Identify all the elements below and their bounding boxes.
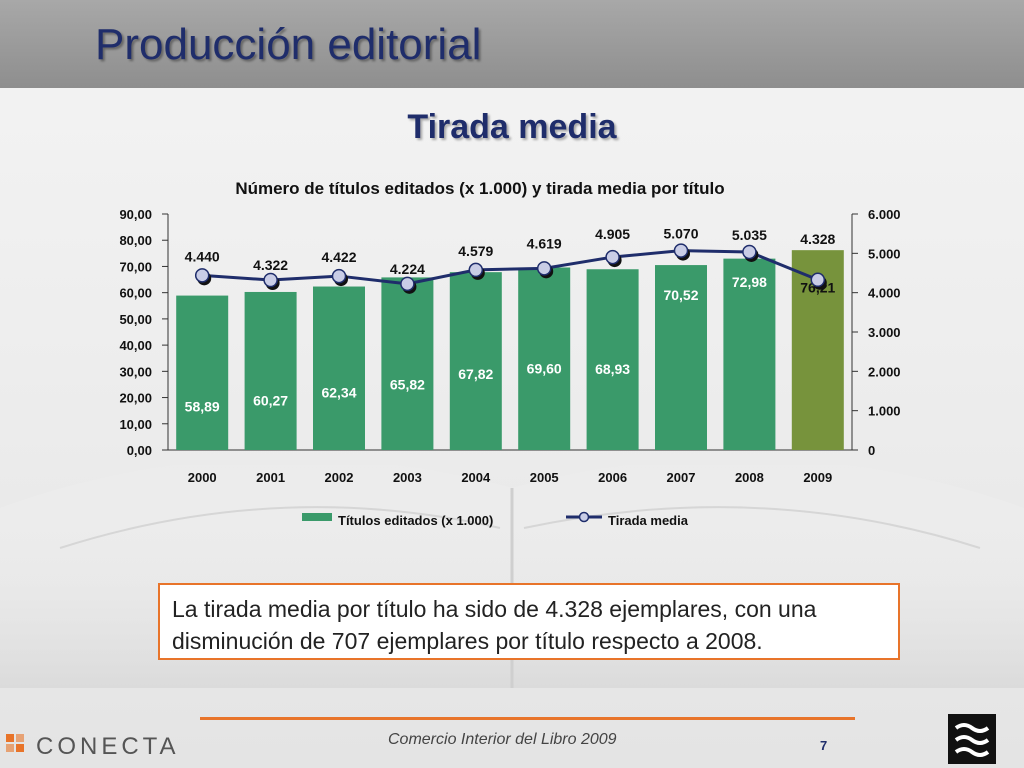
y-left-tick-label: 0,00 bbox=[127, 443, 152, 458]
y-left-tick-label: 90,00 bbox=[119, 207, 152, 222]
x-tick-label: 2009 bbox=[803, 470, 832, 485]
y-right-tick-label: 4.000 bbox=[868, 286, 901, 301]
line-value-label: 4.579 bbox=[458, 243, 493, 259]
x-tick-label: 2005 bbox=[530, 470, 559, 485]
bar-value-label: 69,60 bbox=[527, 360, 562, 376]
bar-value-label: 68,93 bbox=[595, 361, 630, 377]
x-tick-label: 2000 bbox=[188, 470, 217, 485]
line-value-label: 4.619 bbox=[527, 235, 562, 251]
y-right-tick-label: 3.000 bbox=[868, 325, 901, 340]
y-right-tick-label: 2.000 bbox=[868, 364, 901, 379]
bar-value-label: 60,27 bbox=[253, 393, 288, 409]
line-marker bbox=[468, 262, 484, 278]
line-value-label: 4.905 bbox=[595, 226, 630, 242]
line-value-label: 4.224 bbox=[390, 261, 425, 277]
bar bbox=[176, 295, 229, 450]
y-left-tick-label: 70,00 bbox=[119, 259, 152, 274]
line-marker bbox=[810, 272, 826, 288]
bar bbox=[586, 269, 639, 450]
line-marker bbox=[536, 261, 552, 276]
line-marker bbox=[400, 276, 415, 292]
y-left-tick-label: 60,00 bbox=[119, 286, 152, 301]
line-value-label: 5.035 bbox=[732, 227, 767, 243]
brand-mark-icon bbox=[948, 714, 996, 764]
x-tick-label: 2002 bbox=[325, 470, 354, 485]
footer-text: Comercio Interior del Libro 2009 bbox=[388, 731, 617, 748]
x-tick-label: 2004 bbox=[461, 470, 491, 485]
legend-bar-label: Títulos editados (x 1.000) bbox=[338, 513, 493, 528]
legend-line-label: Tirada media bbox=[608, 513, 689, 528]
bar bbox=[723, 258, 776, 450]
summary-note: La tirada media por título ha sido de 4.… bbox=[158, 583, 900, 660]
line-marker bbox=[331, 268, 347, 284]
bar-value-label: 67,82 bbox=[458, 366, 493, 382]
bar-value-label: 70,52 bbox=[663, 287, 698, 303]
bar-value-label: 58,89 bbox=[185, 398, 220, 414]
footer-divider bbox=[200, 717, 855, 720]
y-left-tick-label: 30,00 bbox=[119, 364, 152, 379]
slide-subtitle: Tirada media bbox=[407, 108, 617, 146]
header-bar: Producción editorial bbox=[0, 0, 1024, 88]
bar bbox=[449, 272, 502, 450]
line-value-label: 4.440 bbox=[185, 248, 220, 264]
legend-line-marker bbox=[578, 511, 590, 523]
bar-value-label: 62,34 bbox=[321, 385, 356, 401]
bar bbox=[518, 267, 571, 450]
bar bbox=[313, 286, 365, 450]
y-left-tick-label: 50,00 bbox=[119, 312, 152, 327]
slide-title: Producción editorial bbox=[95, 20, 482, 69]
bar bbox=[381, 277, 434, 450]
y-right-tick-label: 1.000 bbox=[868, 404, 901, 419]
page-number: 7 bbox=[820, 738, 828, 753]
line-marker bbox=[742, 244, 757, 260]
y-right-tick-label: 5.000 bbox=[868, 246, 901, 261]
line-value-label: 4.422 bbox=[321, 249, 356, 265]
x-tick-label: 2003 bbox=[393, 470, 422, 485]
x-tick-label: 2006 bbox=[598, 470, 627, 485]
logo-text: CONECTA bbox=[36, 733, 180, 760]
line-value-label: 4.322 bbox=[253, 257, 288, 273]
y-left-tick-label: 20,00 bbox=[119, 391, 152, 406]
line-value-label: 4.328 bbox=[800, 231, 835, 247]
line-marker bbox=[605, 249, 620, 265]
line-series bbox=[202, 249, 819, 286]
legend-bar-swatch bbox=[302, 513, 332, 521]
y-left-tick-label: 80,00 bbox=[119, 233, 152, 248]
x-tick-label: 2001 bbox=[256, 470, 285, 485]
conecta-logo: CONECTA bbox=[6, 733, 180, 760]
line-marker bbox=[194, 268, 210, 283]
bar-value-label: 65,82 bbox=[390, 377, 425, 393]
line-value-label: 5.070 bbox=[663, 226, 698, 242]
bar bbox=[244, 291, 297, 450]
y-right-tick-label: 6.000 bbox=[868, 207, 901, 222]
y-left-tick-label: 10,00 bbox=[119, 417, 152, 432]
bar bbox=[655, 265, 707, 450]
chart-title: Número de títulos editados (x 1.000) y t… bbox=[235, 179, 724, 198]
x-tick-label: 2008 bbox=[735, 470, 764, 485]
bar-value-label: 72,98 bbox=[732, 274, 767, 290]
y-right-tick-label: 0 bbox=[868, 443, 875, 458]
y-left-tick-label: 40,00 bbox=[119, 338, 152, 353]
line-marker bbox=[673, 243, 689, 258]
line-marker bbox=[263, 272, 278, 288]
x-tick-label: 2007 bbox=[667, 470, 696, 485]
